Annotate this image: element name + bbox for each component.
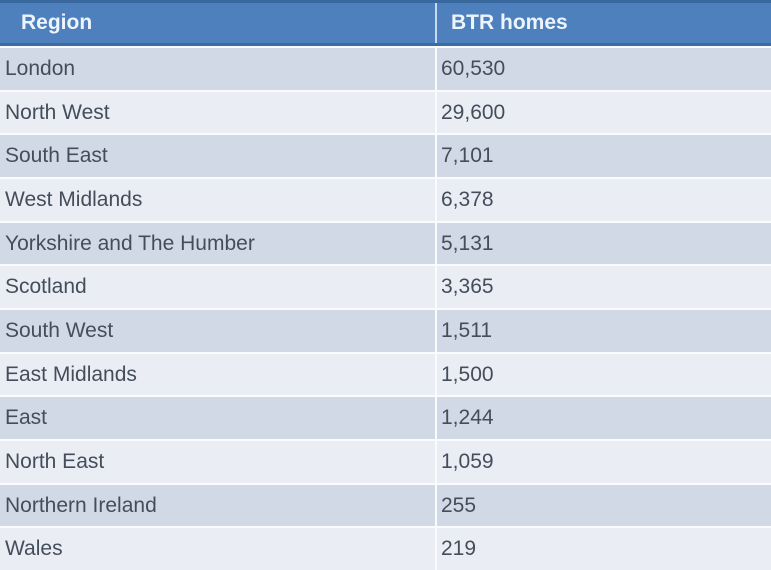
table-row-east: East 1,244 (0, 395, 771, 440)
table-row-south-west: South West 1,511 (0, 308, 771, 352)
table-row-east-midlands: East Midlands 1,500 (0, 351, 771, 396)
region-cell: South East (5, 144, 108, 168)
value-cell: 255 (435, 484, 771, 527)
table-row-yorkshire-and-the-humber: Yorkshire and The Humber 5,131 (0, 220, 771, 265)
region-cell: Wales (5, 537, 63, 561)
value-cell: 60,530 (435, 48, 771, 90)
region-cell: London (5, 56, 76, 80)
value-cell: 5,131 (435, 222, 771, 265)
region-cell: East Midlands (5, 362, 137, 386)
value-cell: 3,365 (435, 266, 771, 309)
table-row-north-west: North West 29,600 (0, 89, 771, 134)
table-row-west-midlands: West Midlands 6,378 (0, 177, 771, 221)
table-row-south-east: South East 7,101 (0, 133, 771, 178)
table-row-northern-ireland: Northern Ireland 255 (0, 482, 771, 527)
table-header-row: Region BTR homes (0, 0, 771, 46)
value-cell: 1,059 (435, 441, 771, 483)
table-row-london: London 60,530 (0, 46, 771, 90)
value-cell: 1,500 (435, 353, 771, 396)
value-cell: 6,378 (435, 179, 771, 221)
region-cell: West Midlands (5, 187, 143, 211)
region-cell: Northern Ireland (5, 493, 157, 517)
region-cell: South West (5, 318, 114, 342)
value-cell: 1,244 (435, 397, 771, 440)
table-row-scotland: Scotland 3,365 (0, 264, 771, 309)
value-cell: 7,101 (435, 135, 771, 178)
value-cell: 29,600 (435, 91, 771, 134)
value-cell: 1,511 (435, 310, 771, 352)
column-header-btr-homes: BTR homes (435, 3, 771, 43)
table-row-north-east: North East 1,059 (0, 439, 771, 483)
region-cell: Yorkshire and The Humber (5, 231, 255, 255)
column-header-region: Region (21, 11, 93, 34)
table-row-wales: Wales 219 (0, 526, 771, 570)
region-cell: Scotland (5, 275, 87, 299)
region-cell: North East (5, 449, 105, 473)
region-cell: North West (5, 100, 110, 124)
value-cell: 219 (435, 528, 771, 570)
region-cell: East (5, 406, 48, 430)
